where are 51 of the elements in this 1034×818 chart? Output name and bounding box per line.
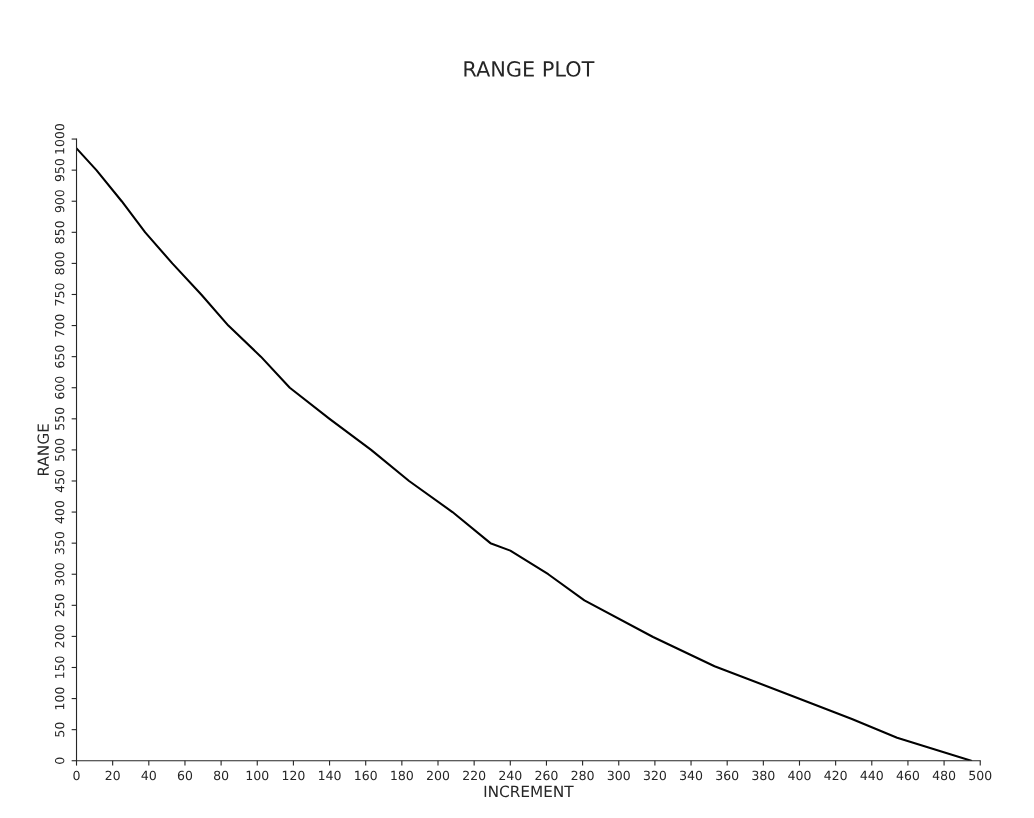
y-tick-label: 200: [54, 625, 65, 648]
x-tick-label: 380: [752, 770, 775, 781]
x-tick-label: 80: [214, 770, 229, 781]
x-axis-title: INCREMENT: [484, 785, 574, 798]
x-tick-label: 280: [571, 770, 594, 781]
y-tick-label: 600: [54, 376, 65, 399]
y-tick-label: 400: [54, 500, 65, 524]
y-tick-label: 650: [54, 345, 65, 368]
x-tick-label: 180: [391, 770, 413, 781]
y-tick-label: 300: [54, 563, 65, 586]
y-tick-label: 550: [54, 407, 65, 430]
x-tick-label: 20: [105, 770, 120, 781]
y-tick-label: 50: [54, 722, 65, 737]
x-tick-label: 100: [246, 770, 269, 781]
y-tick-label: 450: [54, 469, 65, 493]
x-tick-label: 440: [860, 770, 883, 781]
x-tick-label: 140: [319, 770, 341, 781]
y-tick-label: 900: [54, 190, 65, 213]
chart-title: RANGE PLOT: [464, 61, 595, 77]
x-tick-label: 400: [788, 770, 811, 781]
line-series: [76, 147, 973, 761]
x-tick-label: 200: [426, 770, 450, 781]
y-tick-label: 850: [54, 221, 65, 244]
y-tick-label: 150: [54, 656, 65, 679]
y-tick-label: 250: [54, 594, 65, 617]
y-tick-label: 800: [54, 252, 65, 275]
y-tick-label: 350: [54, 532, 65, 555]
y-tick-label: 1000: [54, 123, 65, 154]
y-tick-label: 500: [54, 438, 65, 461]
y-tick-label: 100: [54, 687, 65, 710]
x-tick-label: 40: [141, 770, 156, 781]
x-tick-label: 480: [932, 770, 956, 781]
x-tick-label: 160: [355, 770, 377, 781]
x-tick-label: 420: [824, 770, 847, 781]
x-tick-label: 340: [680, 770, 703, 781]
x-tick-label: 0: [73, 770, 80, 781]
y-tick-label: 750: [54, 283, 65, 306]
y-tick-label: 0: [54, 757, 65, 764]
x-tick-label: 120: [282, 770, 305, 781]
x-tick-label: 460: [896, 770, 920, 781]
x-tick-label: 360: [716, 770, 739, 781]
x-tick-label: 60: [177, 770, 193, 781]
y-axis-title: RANGE: [37, 424, 49, 476]
x-tick-label: 220: [463, 770, 486, 781]
x-tick-label: 500: [969, 770, 992, 781]
x-tick-label: 320: [643, 770, 666, 781]
x-tick-label: 240: [499, 770, 522, 781]
x-tick-label: 260: [535, 770, 558, 781]
y-tick-label: 700: [54, 314, 65, 337]
y-tick-label: 950: [54, 159, 65, 182]
x-tick-label: 300: [607, 770, 630, 781]
